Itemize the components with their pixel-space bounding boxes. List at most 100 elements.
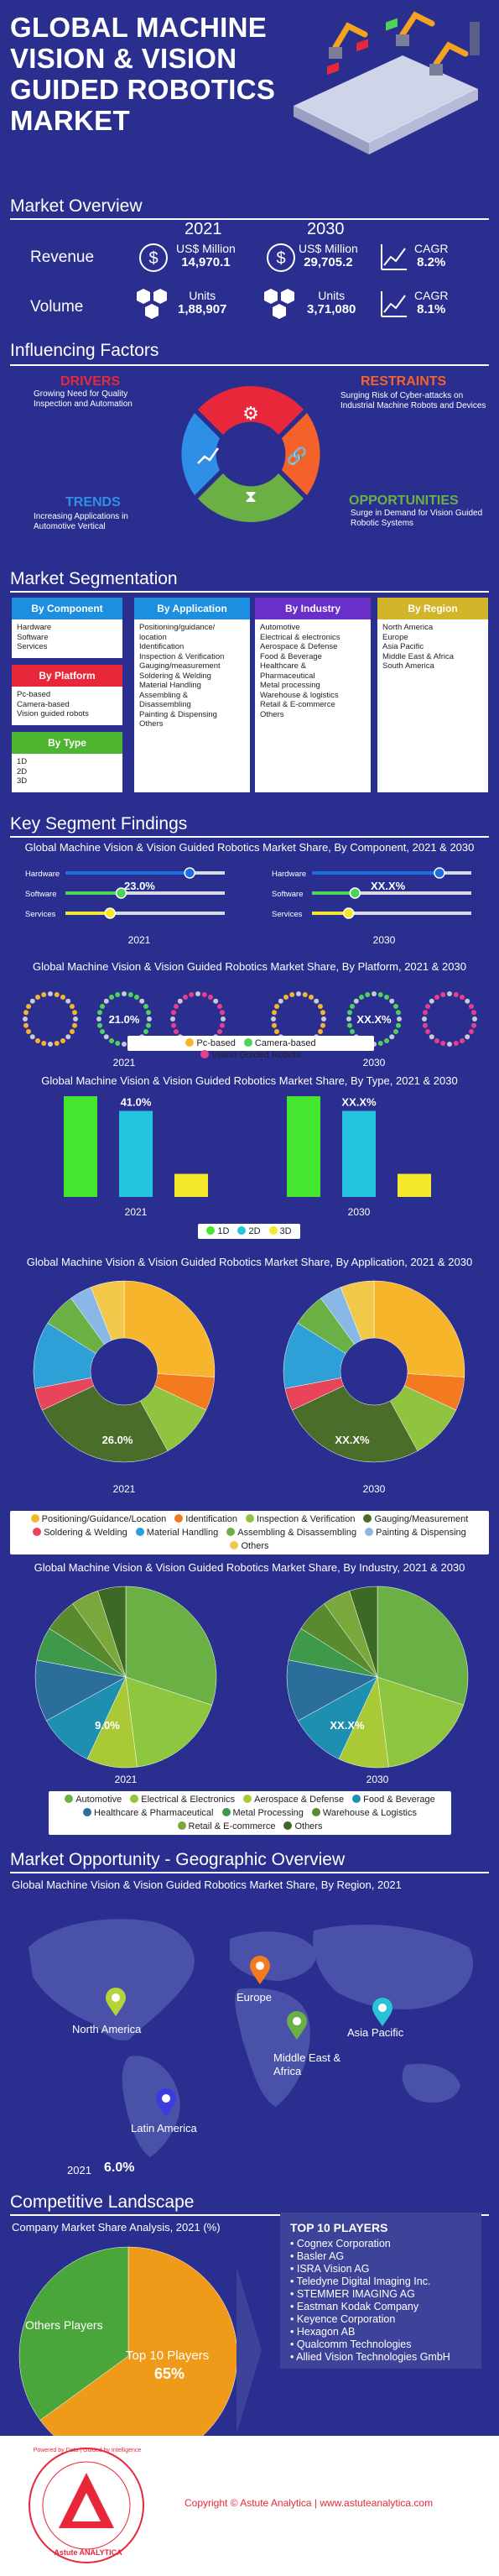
hexagon-cubes-icon — [264, 289, 294, 319]
legend-item: Electrical & Electronics — [130, 1795, 235, 1805]
ring-dot — [134, 995, 139, 1001]
ring-dot — [41, 1040, 47, 1046]
pie-slice — [286, 1659, 378, 1722]
ring-dot — [423, 1022, 429, 1028]
legend-item: Camera-based — [243, 1038, 316, 1048]
slider-label: Software — [272, 890, 304, 899]
ring-dot — [384, 1037, 389, 1043]
drivers-title: DRIVERS — [60, 374, 121, 389]
factors-ring: ⚙ 🔗 ⧗ — [181, 386, 320, 522]
slider-value-label: 23.0% — [124, 880, 155, 892]
revenue-value-2030: 29,705.2 — [304, 255, 353, 269]
slider-track — [312, 912, 471, 915]
legend-item: Food & Beverage — [352, 1795, 435, 1805]
type-value-label: XX.X% — [341, 1096, 377, 1109]
slider-label: Services — [272, 910, 303, 919]
ring-dot — [372, 991, 377, 996]
list-item: Disassembling — [139, 700, 191, 709]
ring-dot — [346, 1016, 351, 1022]
list-item: Metal processing — [260, 681, 320, 690]
slider-track — [65, 912, 225, 915]
ring-dot — [29, 1034, 35, 1040]
players-panel — [280, 2213, 481, 2369]
ring-dot — [219, 1010, 225, 1016]
ring-dot — [103, 1034, 109, 1040]
growth-chart-icon — [381, 291, 407, 317]
volume-label: Volume — [30, 298, 84, 316]
ring-dot — [470, 1010, 476, 1016]
segmentation-heading: Market Segmentation — [10, 569, 178, 588]
ring-dot — [274, 1029, 280, 1034]
industry-year-2030: 2030 — [366, 1774, 389, 1785]
restraints-segment — [282, 413, 320, 495]
map-pin-icon — [372, 1998, 392, 2026]
ring-dot — [314, 998, 320, 1004]
pie-slice — [123, 1280, 216, 1378]
pie-slice — [90, 1280, 125, 1341]
svg-text:$: $ — [276, 249, 285, 268]
ring-dot — [145, 1022, 151, 1028]
type-legend: 1D 2D 3D — [198, 1224, 300, 1239]
legend-item: Retail & E-commerce — [177, 1821, 275, 1831]
platform-year-2021: 2021 — [113, 1057, 136, 1069]
svg-text:$: $ — [148, 249, 158, 268]
ring-dot — [171, 1022, 177, 1028]
region-list: North America Europe Asia Pacific Middle… — [377, 619, 488, 792]
pie-slice — [34, 1659, 127, 1722]
map-pin-icon — [250, 1956, 270, 1984]
ring-dot — [397, 1016, 402, 1022]
industry-year-2021: 2021 — [115, 1774, 138, 1785]
list-item: Vision guided robots — [17, 709, 89, 718]
ring-dot — [429, 998, 434, 1004]
type-year-label: 2030 — [348, 1206, 371, 1218]
legend-item: Automotive — [65, 1795, 122, 1805]
type-chart: 41.0% 2021 XX.X% 2030 — [64, 1096, 431, 1218]
gear-icon: ⚙ — [242, 404, 259, 425]
application-chart-title: Global Machine Vision & Vision Guided Ro… — [26, 1256, 473, 1268]
ring-dot — [139, 998, 145, 1004]
hourglass-icon: ⧗ — [245, 486, 257, 506]
ring-dot — [143, 1004, 148, 1009]
ring-dot — [453, 1040, 459, 1046]
list-item: Inspection & Verification — [139, 651, 225, 661]
component-list: Hardware Software Services — [12, 619, 122, 658]
list-item: 1D — [17, 757, 28, 766]
ring-dot — [109, 995, 114, 1001]
application-year-2030: 2030 — [363, 1483, 386, 1495]
ring-dot — [100, 1029, 106, 1034]
list-item: Europe — [382, 632, 408, 642]
list-item: Healthcare & — [260, 661, 306, 671]
trend-icon — [197, 447, 220, 464]
application-list: Positioning/guidance/ location Identific… — [134, 619, 250, 792]
pie-slice — [340, 1280, 375, 1341]
ring-dot — [54, 1040, 60, 1046]
type-bar — [287, 1096, 320, 1197]
slider-fill — [312, 891, 356, 895]
by-industry-header: By Industry — [255, 598, 371, 619]
legend-item: Aerospace & Defense — [243, 1795, 344, 1805]
ring-dot — [350, 1004, 356, 1009]
robot-factory-illustration — [294, 11, 480, 154]
ring-dot — [289, 992, 295, 998]
ring-dot — [97, 1022, 103, 1028]
application-value-2030: XX.X% — [335, 1434, 370, 1446]
ring-dot — [460, 995, 465, 1001]
ring-dot — [389, 1034, 395, 1040]
ring-dot — [465, 998, 470, 1004]
top10-label: Top 10 Players — [126, 2349, 210, 2363]
revenue-2021: US$ Million 14,970.1 — [176, 242, 236, 269]
list-item: Others — [139, 719, 164, 729]
restraints-text: Surging Risk of Cyber-attacks on Industr… — [340, 391, 486, 410]
factors-heading: Influencing Factors — [10, 341, 159, 360]
ring-dot — [468, 1029, 474, 1034]
money-icon: $ — [139, 243, 168, 272]
ring-dot — [48, 991, 53, 996]
trends-segment — [181, 413, 220, 495]
ring-dot — [29, 998, 35, 1004]
list-item: Food & Beverage — [260, 651, 322, 661]
ring-dot — [48, 1042, 53, 1047]
volume-2021: Units 1,88,907 — [178, 289, 226, 316]
competitive-rule — [10, 2214, 489, 2216]
slider-knob — [115, 887, 127, 899]
slider-label: Software — [25, 890, 57, 899]
